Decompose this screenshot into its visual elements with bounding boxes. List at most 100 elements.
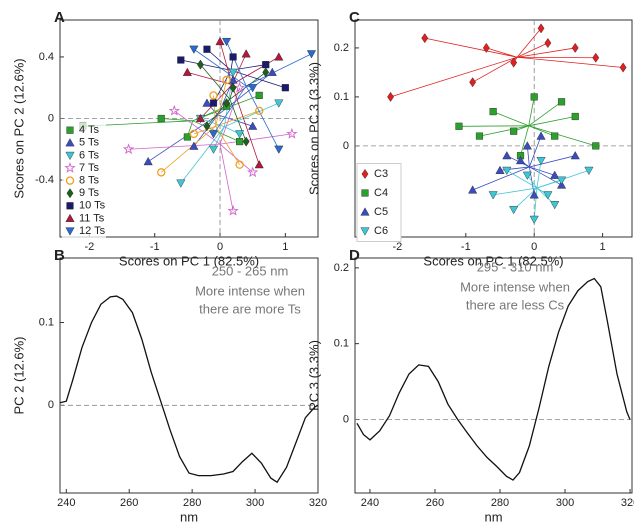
y-tick-label: -0.4: [35, 174, 54, 186]
legend-marker: [65, 151, 75, 161]
marker: [168, 104, 180, 116]
y-tick-label: 0.2: [334, 42, 349, 54]
centroid-spoke: [520, 125, 530, 156]
marker: [529, 215, 539, 224]
marker: [571, 42, 579, 53]
centroid-spoke: [536, 160, 542, 189]
x-axis-label: Scores on PC 1 (82.5%): [423, 253, 563, 268]
marker: [536, 157, 546, 166]
legend-marker: [66, 126, 74, 134]
marker: [229, 82, 237, 93]
marker: [455, 122, 463, 130]
legend-label: C4: [374, 187, 388, 199]
marker: [143, 156, 153, 166]
x-tick-label: 260: [120, 497, 138, 509]
marker: [522, 141, 532, 150]
legend-marker: [361, 189, 369, 197]
y-axis-label: Scores on PC 3 (3.3%): [306, 62, 321, 195]
y-tick-label: 0: [48, 112, 54, 124]
centroid-spoke: [390, 56, 518, 98]
legend-label: 11 Ts: [79, 212, 105, 224]
panel-label: A: [54, 9, 65, 26]
centroid-spoke: [516, 28, 542, 58]
marker: [248, 121, 258, 130]
y-axis-label: PC 3 (3.3%): [306, 340, 321, 411]
plot-frame: [59, 19, 319, 238]
centroid-spoke: [472, 56, 518, 83]
marker: [248, 84, 258, 93]
marker: [203, 121, 211, 132]
annotation: More intense when: [195, 283, 305, 298]
marker: [510, 57, 518, 68]
legend-marker: [64, 162, 76, 173]
marker: [550, 170, 560, 179]
legend-marker: [66, 188, 74, 199]
marker: [510, 127, 518, 135]
marker: [530, 93, 538, 101]
marker: [189, 45, 199, 54]
y-tick-label: 0: [343, 413, 349, 425]
marker: [177, 56, 185, 64]
centroid-spoke: [533, 187, 538, 220]
legend-label: C3: [374, 168, 388, 180]
x-axis-label: Scores on PC 1 (82.5%): [119, 253, 259, 268]
centroid-spoke: [528, 125, 596, 147]
marker: [274, 145, 284, 154]
centroid-spoke: [529, 155, 576, 168]
marker: [228, 68, 238, 77]
x-tick-label: 0: [217, 241, 223, 253]
centroid-spoke: [528, 116, 576, 127]
marker: [515, 155, 526, 165]
panel-b: Bnm PC 2 (12.6%) 240 260 280 300 320 0 0.1 250 - …: [11, 247, 327, 524]
y-tick-label: 0.1: [334, 91, 349, 103]
legend-label: 12 Ts: [79, 225, 106, 237]
centroid-spoke: [213, 126, 225, 150]
legend-label: 4 Ts: [79, 124, 99, 136]
legend-label: C5: [374, 206, 388, 218]
marker: [274, 52, 284, 61]
centroid-spoke: [174, 110, 221, 145]
panel-d: Dnm PC 3 (3.3%) 240 260 280 300 320 0 0.1 0.2 295 …: [306, 247, 634, 524]
marker: [227, 204, 239, 216]
centroid-spoke: [528, 96, 535, 126]
marker: [522, 171, 532, 180]
y-axis-label: Scores on PC 2 (12.6%): [11, 58, 26, 198]
plot-frame: [59, 257, 319, 494]
spectrum-line: [356, 277, 631, 481]
centroid-spoke: [517, 56, 624, 68]
plot-frame: [354, 19, 633, 238]
marker: [157, 114, 165, 123]
marker: [584, 166, 594, 175]
centroid-spoke: [219, 144, 234, 211]
marker: [306, 50, 317, 59]
marker: [215, 36, 225, 46]
marker: [529, 190, 539, 199]
marker: [421, 33, 429, 44]
x-tick-label: 240: [57, 497, 75, 509]
marker: [469, 77, 477, 88]
marker: [241, 49, 251, 58]
marker: [222, 37, 232, 47]
marker: [274, 99, 284, 108]
marker: [255, 91, 263, 99]
marker: [475, 132, 484, 140]
x-axis-label: nm: [484, 509, 502, 524]
legend-marker: [65, 213, 75, 222]
annotation: there are less Cs: [466, 297, 565, 312]
marker: [495, 165, 505, 174]
marker: [509, 206, 519, 215]
marker: [619, 62, 627, 73]
marker: [209, 99, 218, 107]
centroid-spoke: [516, 42, 549, 58]
marker: [195, 113, 205, 123]
centroid-spoke: [486, 47, 518, 58]
marker: [223, 98, 230, 109]
marker: [209, 91, 218, 100]
y-tick-label: 0: [343, 140, 349, 152]
marker: [537, 23, 545, 34]
marker: [182, 67, 192, 76]
x-tick-label: -2: [85, 241, 95, 253]
marker: [286, 127, 298, 139]
